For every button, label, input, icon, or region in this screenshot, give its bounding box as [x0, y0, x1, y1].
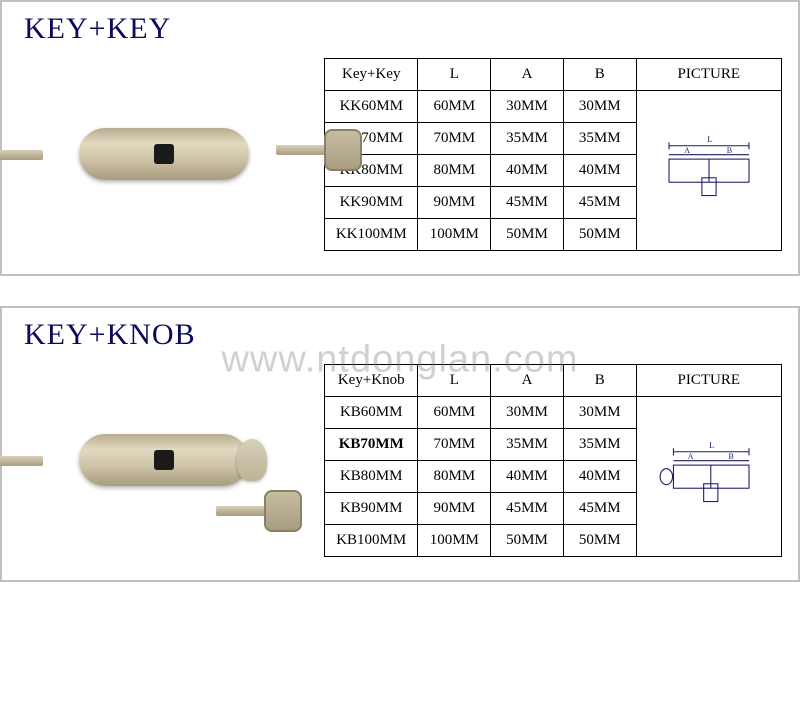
svg-text:A: A — [687, 451, 693, 460]
product-photo — [14, 54, 314, 254]
knob-icon — [237, 439, 267, 481]
col-header: B — [563, 364, 636, 396]
diagram-cell: L A B — [636, 90, 781, 250]
table-row: KB60MM 60MM 30MM 30MM — [325, 396, 782, 428]
section-key-knob: KEY+KNOB Key+Knob L A B PI — [0, 306, 800, 582]
col-header: Key+Knob — [325, 364, 418, 396]
col-header: PICTURE — [636, 364, 781, 396]
content-row: Key+Key L A B PICTURE KK60MM 60MM 30MM 3… — [14, 54, 786, 254]
col-header: PICTURE — [636, 58, 781, 90]
svg-text:L: L — [707, 134, 712, 144]
diagram-cell: L A B — [636, 396, 781, 556]
lock-cylinder-icon — [79, 128, 249, 180]
col-header: Key+Key — [325, 58, 418, 90]
table-header-row: Key+Knob L A B PICTURE — [325, 364, 782, 396]
col-header: L — [418, 364, 491, 396]
key-icon — [324, 129, 379, 171]
svg-text:L: L — [709, 440, 714, 450]
spec-table-wrap: Key+Key L A B PICTURE KK60MM 60MM 30MM 3… — [324, 58, 786, 251]
col-header: L — [418, 58, 491, 90]
section-title: KEY+KNOB — [24, 318, 786, 352]
spec-table: Key+Knob L A B PICTURE KB60MM 60MM 30MM … — [324, 364, 782, 557]
svg-text:B: B — [727, 145, 732, 154]
table-header-row: Key+Key L A B PICTURE — [325, 58, 782, 90]
col-header: A — [491, 58, 564, 90]
table-row: KK60MM 60MM 30MM 30MM — [325, 90, 782, 122]
dimension-diagram-icon: L A B — [649, 434, 769, 514]
content-row: Key+Knob L A B PICTURE KB60MM 60MM 30MM … — [14, 360, 786, 560]
spec-table-wrap: Key+Knob L A B PICTURE KB60MM 60MM 30MM … — [324, 364, 786, 557]
key-icon — [0, 134, 14, 176]
col-header: B — [563, 58, 636, 90]
svg-text:A: A — [684, 145, 690, 154]
svg-text:B: B — [728, 451, 733, 460]
dimension-diagram-icon: L A B — [649, 128, 769, 208]
product-photo — [14, 360, 314, 560]
spec-table: Key+Key L A B PICTURE KK60MM 60MM 30MM 3… — [324, 58, 782, 251]
key-icon — [264, 490, 319, 532]
section-title: KEY+KEY — [24, 12, 786, 46]
section-key-key: KEY+KEY Key+Key L A B PICTURE — [0, 0, 800, 276]
lock-cylinder-icon — [79, 434, 249, 486]
col-header: A — [491, 364, 564, 396]
key-icon — [0, 440, 14, 482]
